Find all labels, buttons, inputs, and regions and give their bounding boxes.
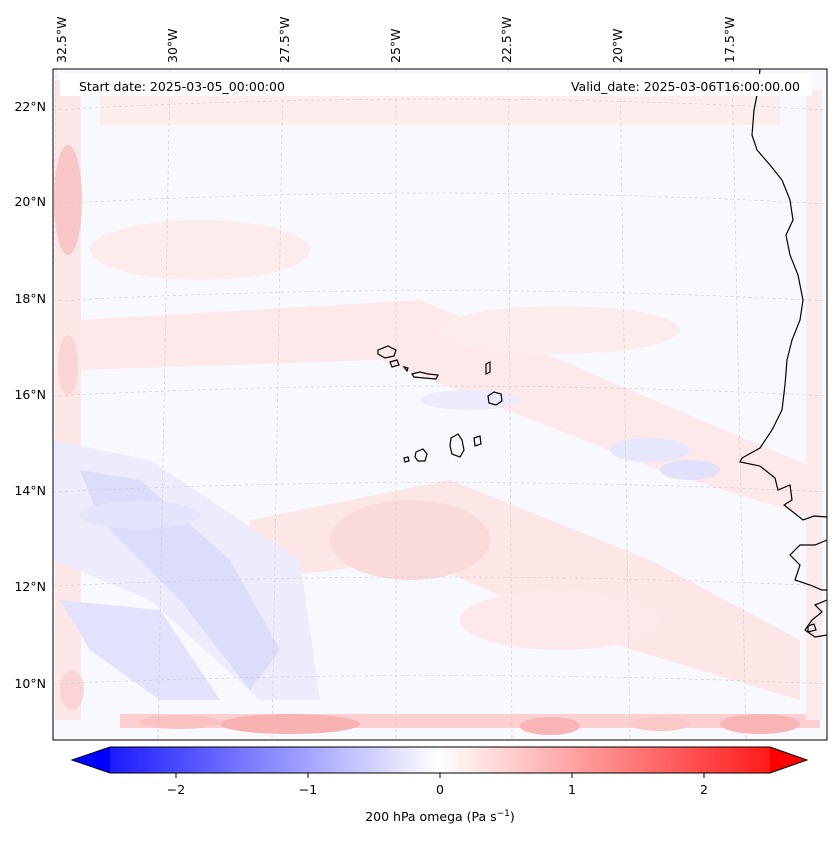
- colorbar-ticks: −2 −1 0 1 2: [167, 773, 708, 797]
- parallel-20n: [53, 192, 827, 205]
- coastlines: [377, 69, 827, 638]
- colorbar-body: [72, 747, 807, 773]
- colorbar-tick-label: 0: [436, 782, 444, 797]
- parallel-10n: [53, 675, 827, 685]
- colorbar: −2 −1 0 1 2 200 hPa omega (Pa s−1): [70, 746, 809, 824]
- start-date-label: Start date: 2025-03-05_00:00:00: [79, 79, 285, 94]
- cape-verde-sao-vicente: [389, 359, 400, 368]
- lon-label: 17.5°W: [722, 17, 737, 63]
- colorbar-low-extend: [72, 747, 110, 773]
- lon-label: 25°W: [388, 28, 403, 63]
- cape-verde-sao-nicolau: [411, 371, 439, 380]
- lon-label: 22.5°W: [499, 17, 514, 63]
- cape-verde-fogo: [414, 448, 428, 462]
- meridian-22.5w: [507, 69, 513, 740]
- colorbar-label: 200 hPa omega (Pa s−1): [365, 809, 515, 824]
- latitude-labels: 22°N 20°N 18°N 16°N 14°N 12°N 10°N: [14, 99, 46, 691]
- lon-label: 27.5°W: [277, 17, 292, 63]
- lat-label: 20°N: [14, 194, 46, 209]
- lon-label: 20°W: [610, 28, 625, 63]
- lat-label: 14°N: [14, 483, 46, 498]
- longitude-labels: 32.5°W 30°W 27.5°W 25°W 22.5°W 20°W 17.5…: [54, 17, 737, 63]
- meridian-17.5w: [731, 69, 747, 740]
- parallel-22n: [53, 98, 827, 111]
- lon-label: 30°W: [165, 28, 180, 63]
- cape-verde-sal: [485, 361, 491, 375]
- parallel-18n: [53, 290, 827, 302]
- guinea-bissau-coast: [804, 599, 827, 638]
- colorbar-outline: [70, 746, 809, 774]
- parallel-12n: [53, 576, 827, 587]
- cape-verde-santo-antao: [377, 345, 397, 359]
- bijagos-islands: [807, 623, 817, 633]
- colorbar-label-prefix: 200 hPa omega (Pa s: [365, 809, 496, 824]
- cape-verde-maio: [473, 435, 482, 447]
- colorbar-label-sup: −1: [497, 809, 510, 819]
- colorbar-tick-label: 2: [700, 782, 708, 797]
- map-panel[interactable]: Start date: 2025-03-05_00:00:00 Valid_da…: [48, 69, 827, 740]
- lat-label: 12°N: [14, 579, 46, 594]
- lat-label: 22°N: [14, 99, 46, 114]
- parallel-16n: [53, 385, 827, 397]
- meridian-27.5w: [271, 69, 284, 740]
- cape-verde-santiago: [449, 433, 465, 458]
- lon-label: 32.5°W: [54, 17, 69, 63]
- senegal-gambia-coast: [789, 539, 827, 591]
- lat-label: 16°N: [14, 387, 46, 402]
- lat-label: 10°N: [14, 676, 46, 691]
- parallel-14n: [53, 482, 827, 493]
- cape-verde-boa-vista: [487, 391, 503, 406]
- colorbar-tick-label: 1: [568, 782, 576, 797]
- colorbar-high-extend: [770, 747, 807, 773]
- meridian-20w: [619, 69, 631, 740]
- valid-date-label: Valid_date: 2025-03-06T16:00:00.00: [571, 79, 800, 94]
- gridlines: [53, 69, 827, 740]
- cape-verde-santa-luzia: [402, 366, 409, 373]
- header-band: [60, 74, 812, 96]
- cape-verde-brava: [403, 456, 410, 463]
- colorbar-label-suffix: ): [510, 809, 515, 824]
- colorbar-tick-label: −1: [299, 782, 317, 797]
- map-frame: [52, 68, 828, 741]
- meridian-30w: [157, 69, 171, 740]
- west-africa-coastline: [739, 69, 827, 521]
- lat-label: 18°N: [14, 291, 46, 306]
- colorbar-tick-label: −2: [167, 782, 185, 797]
